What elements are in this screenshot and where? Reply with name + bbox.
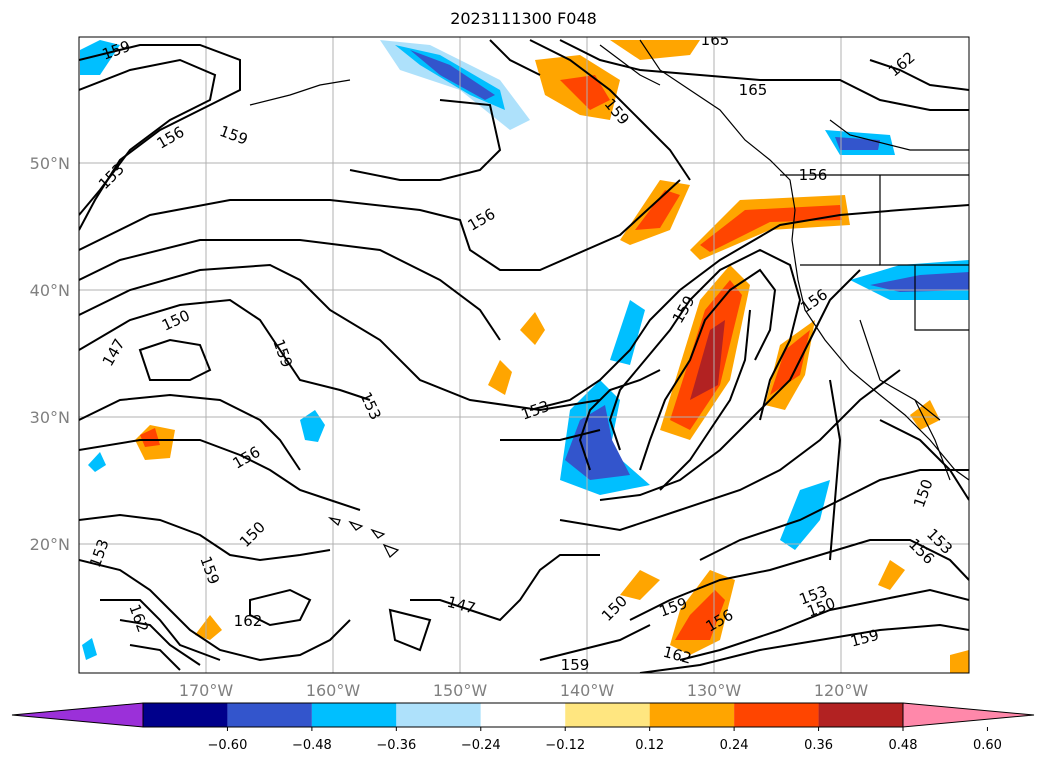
colorbar-outline [142, 702, 904, 728]
colorbar-tick-label: 0.36 [804, 738, 833, 753]
lon-label: 130°W [687, 681, 742, 700]
positive-anomaly-region [620, 570, 660, 600]
height-contours [79, 39, 969, 673]
colorbar-segment [818, 703, 903, 727]
positive-anomaly-region [195, 615, 222, 640]
contour-label: 165 [701, 31, 730, 49]
colorbar-segment [565, 703, 650, 727]
positive-anomaly-region [770, 330, 810, 395]
lat-label: 30°N [30, 408, 70, 427]
positive-anomaly-region [950, 650, 969, 673]
contour-label: 159 [561, 656, 590, 674]
positive-anomaly-region [675, 590, 725, 640]
contour-label: 165 [739, 81, 768, 99]
negative-anomaly-region [88, 452, 106, 472]
colorbar-segment [734, 703, 819, 727]
latitude-labels: 50°N 40°N 30°N 20°N [30, 154, 70, 554]
colorbar: −0.60 −0.48 −0.36 −0.24 −0.12 0.12 0.24 0.36 0.4… [11, 702, 1035, 753]
contour-label: 162 [234, 612, 263, 630]
contour-label: 156 [799, 166, 828, 184]
colorbar-segment [143, 703, 228, 727]
negative-anomaly-region [870, 272, 969, 292]
positive-anomaly-region [610, 40, 700, 60]
lat-label: 40°N [30, 281, 70, 300]
lon-label: 170°W [179, 681, 234, 700]
lon-label: 160°W [306, 681, 361, 700]
colorbar-segment [311, 703, 397, 727]
negative-anomaly-region [780, 480, 830, 550]
lon-label: 120°W [814, 681, 869, 700]
map-frame [78, 36, 970, 674]
positive-anomaly-region [560, 75, 610, 110]
colorbar-segment [396, 703, 481, 727]
map-panel: 159 156 153 159 165 165 162 156 159 156 … [79, 31, 969, 674]
colorbar-tick-label: 0.60 [973, 738, 1002, 753]
negative-anomaly-region [610, 300, 645, 365]
colorbar-tick-label: 0.48 [889, 738, 918, 753]
lat-label: 20°N [30, 535, 70, 554]
negative-anomaly-region [82, 638, 97, 660]
colorbar-extend-high [902, 702, 1035, 728]
positive-anomaly-region [488, 360, 512, 395]
colorbar-tick-label: 0.24 [720, 738, 749, 753]
positive-anomaly-region [635, 190, 680, 230]
positive-anomaly-region [910, 400, 940, 430]
negative-anomaly-region [410, 50, 495, 100]
positive-anomaly-region [878, 560, 905, 590]
negative-anomaly-region [565, 405, 630, 480]
colorbar-tick-label: −0.36 [376, 738, 416, 753]
colorbar-segment [649, 703, 735, 727]
lat-label: 50°N [30, 154, 70, 173]
lon-label: 150°W [433, 681, 488, 700]
colorbar-tick-label: 0.12 [635, 738, 664, 753]
positive-anomaly-region [700, 205, 842, 252]
hawaiian-islands [327, 516, 400, 558]
positive-anomaly-region [520, 312, 545, 345]
gridlines [79, 37, 969, 673]
positive-anomaly-region [690, 320, 725, 400]
colorbar-segment [480, 703, 566, 727]
positive-anomaly-region [140, 428, 160, 447]
coastlines [249, 39, 969, 481]
colorbar-segment [227, 703, 312, 727]
colorbar-tick-label: −0.12 [545, 738, 585, 753]
longitude-labels: 170°W 160°W 150°W 140°W 130°W 120°W [179, 681, 869, 700]
colorbar-tick-label: −0.48 [292, 738, 332, 753]
colorbar-tick-label: −0.24 [461, 738, 501, 753]
negative-anomaly-region [80, 40, 120, 75]
colorbar-tick-label: −0.60 [208, 738, 248, 753]
lon-label: 140°W [560, 681, 615, 700]
map-title: 2023111300 F048 [450, 9, 597, 28]
negative-anomaly-region [300, 410, 325, 442]
colorbar-extend-low [11, 702, 144, 728]
